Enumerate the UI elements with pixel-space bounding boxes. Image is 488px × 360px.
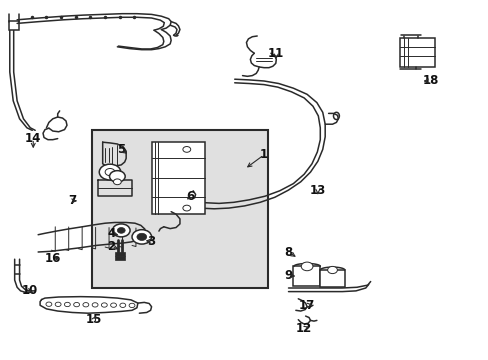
Circle shape (110, 303, 116, 307)
Circle shape (92, 303, 98, 307)
Circle shape (137, 233, 146, 240)
Circle shape (64, 302, 70, 307)
Text: 9: 9 (284, 269, 292, 282)
Circle shape (101, 303, 107, 307)
Circle shape (109, 171, 125, 182)
Bar (151, 142, 205, 214)
Circle shape (183, 147, 190, 152)
Text: 4: 4 (107, 227, 115, 240)
Circle shape (112, 224, 130, 237)
Circle shape (183, 205, 190, 211)
Text: 17: 17 (298, 299, 315, 312)
Bar (115, 252, 125, 256)
Circle shape (113, 179, 121, 185)
Text: 10: 10 (21, 284, 38, 297)
Text: 15: 15 (85, 313, 102, 326)
Circle shape (74, 302, 80, 307)
Text: 16: 16 (44, 252, 61, 265)
Circle shape (301, 262, 312, 271)
Text: 3: 3 (147, 235, 155, 248)
Bar (293, 266, 320, 286)
Text: 8: 8 (284, 246, 292, 258)
Circle shape (83, 303, 89, 307)
Circle shape (120, 303, 125, 307)
Circle shape (117, 228, 125, 233)
Text: 6: 6 (186, 190, 194, 203)
Text: 12: 12 (295, 322, 312, 335)
Bar (9, 21, 19, 30)
Bar (320, 270, 344, 287)
Text: 14: 14 (25, 132, 41, 145)
Circle shape (99, 164, 121, 180)
Bar (92, 130, 267, 288)
Text: 2: 2 (107, 240, 115, 253)
Text: 18: 18 (422, 75, 439, 87)
Text: 5: 5 (117, 143, 125, 156)
Text: 7: 7 (68, 194, 76, 207)
Circle shape (55, 302, 61, 306)
Text: 13: 13 (309, 184, 325, 197)
Text: 1: 1 (260, 148, 267, 161)
Bar (399, 38, 434, 67)
Circle shape (46, 302, 52, 306)
Circle shape (105, 168, 115, 176)
Circle shape (129, 303, 135, 307)
Circle shape (132, 230, 151, 244)
Text: 11: 11 (267, 47, 284, 60)
Bar (115, 256, 125, 260)
Circle shape (327, 266, 337, 274)
